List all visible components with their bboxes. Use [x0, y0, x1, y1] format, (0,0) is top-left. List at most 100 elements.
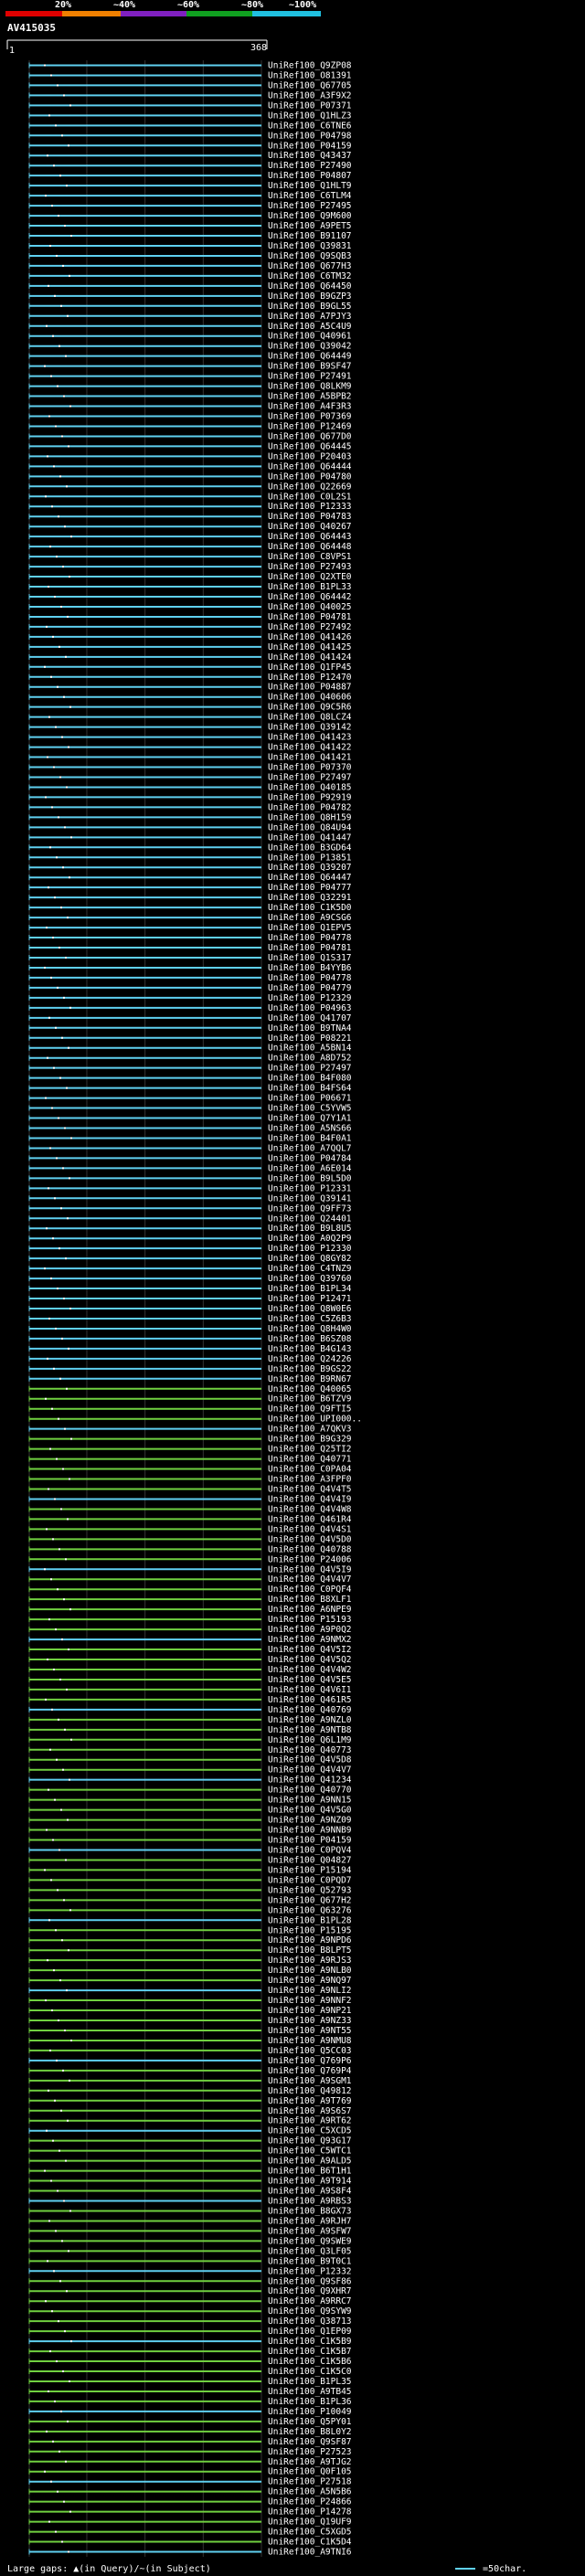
hit-label[interactable]: UniRef100_Q9SWE9: [268, 2236, 352, 2246]
hit-label[interactable]: UniRef100_Q9SQB3: [268, 251, 352, 261]
hit-label[interactable]: UniRef100_Q40771: [268, 1455, 352, 1465]
hit-label[interactable]: UniRef100_Q93G17: [268, 2136, 352, 2147]
hit-label[interactable]: UniRef100_Q9SYW9: [268, 2306, 352, 2316]
hit-label[interactable]: UniRef100_Q4V5I9: [268, 1564, 352, 1574]
hit-label[interactable]: UniRef100_Q41426: [268, 632, 352, 642]
hit-label[interactable]: UniRef100_Q4V4S1: [268, 1524, 352, 1534]
hit-label[interactable]: UniRef100_Q49812: [268, 2086, 352, 2096]
hit-label[interactable]: UniRef100_P12329: [268, 993, 352, 1003]
hit-label[interactable]: UniRef100_Q4V4I9: [268, 1494, 352, 1504]
hit-label[interactable]: UniRef100_P24866: [268, 2497, 352, 2507]
hit-label[interactable]: UniRef100_Q64448: [268, 542, 352, 552]
hit-label[interactable]: UniRef100_B8LPT5: [268, 1945, 352, 1956]
hit-label[interactable]: UniRef100_P92919: [268, 792, 352, 802]
hit-label[interactable]: UniRef100_Q3LF05: [268, 2246, 352, 2256]
hit-label[interactable]: UniRef100_Q9SF86: [268, 2276, 352, 2286]
hit-label[interactable]: UniRef100_B9L5D0: [268, 1173, 352, 1183]
hit-label[interactable]: UniRef100_Q1S317: [268, 953, 352, 963]
hit-label[interactable]: UniRef100_P15194: [268, 1865, 352, 1875]
hit-label[interactable]: UniRef100_Q4V4V7: [268, 1765, 352, 1776]
hit-label[interactable]: UniRef100_P04780: [268, 472, 352, 482]
hit-label[interactable]: UniRef100_Q25TI2: [268, 1445, 352, 1455]
hit-label[interactable]: UniRef100_P12470: [268, 673, 352, 683]
hit-label[interactable]: UniRef100_Q64442: [268, 592, 352, 602]
hit-label[interactable]: UniRef100_Q40770: [268, 1786, 352, 1796]
hit-label[interactable]: UniRef100_A9NZ09: [268, 1816, 352, 1826]
hit-label[interactable]: UniRef100_A9T914: [268, 2177, 352, 2187]
hit-label[interactable]: UniRef100_B6SZ08: [268, 1334, 352, 1344]
hit-label[interactable]: UniRef100_A9NZL0: [268, 1715, 352, 1725]
hit-label[interactable]: UniRef100_Q24226: [268, 1354, 352, 1364]
hit-label[interactable]: UniRef100_A9S8F4: [268, 2187, 352, 2197]
hit-label[interactable]: UniRef100_A9NT55: [268, 2026, 352, 2036]
hit-label[interactable]: UniRef100_P04783: [268, 512, 352, 522]
hit-label[interactable]: UniRef100_P12332: [268, 2266, 352, 2276]
hit-label[interactable]: UniRef100_P04798: [268, 131, 352, 141]
hit-label[interactable]: UniRef100_Q677D0: [268, 431, 352, 441]
hit-label[interactable]: UniRef100_Q43437: [268, 151, 352, 161]
hit-label[interactable]: UniRef100_Q769P6: [268, 2056, 352, 2066]
hit-label[interactable]: UniRef100_Q40185: [268, 782, 352, 792]
hit-label[interactable]: UniRef100_A9NLI2: [268, 1986, 352, 1996]
hit-label[interactable]: UniRef100_A9NNB9: [268, 1826, 352, 1836]
hit-label[interactable]: UniRef100_A9RT62: [268, 2116, 352, 2126]
hit-label[interactable]: UniRef100_O81391: [268, 70, 352, 80]
hit-label[interactable]: UniRef100_Q4V5D0: [268, 1534, 352, 1544]
hit-label[interactable]: UniRef100_B1PL35: [268, 2377, 352, 2387]
hit-label[interactable]: UniRef100_B4F0A1: [268, 1133, 352, 1143]
hit-label[interactable]: UniRef100_A9NLB0: [268, 1966, 352, 1976]
hit-label[interactable]: UniRef100_Q769P4: [268, 2066, 352, 2076]
hit-label[interactable]: UniRef100_C5YVW5: [268, 1104, 352, 1114]
hit-label[interactable]: UniRef100_P04782: [268, 802, 352, 812]
hit-label[interactable]: UniRef100_B1PL34: [268, 1284, 352, 1294]
hit-label[interactable]: UniRef100_Q19UF9: [268, 2518, 352, 2528]
hit-label[interactable]: UniRef100_P04784: [268, 1153, 352, 1163]
hit-label[interactable]: UniRef100_B9GZP3: [268, 292, 352, 302]
hit-label[interactable]: UniRef100_Q40267: [268, 522, 352, 532]
hit-label[interactable]: UniRef100_Q52793: [268, 1885, 352, 1895]
hit-label[interactable]: UniRef100_P15195: [268, 1925, 352, 1935]
hit-label[interactable]: UniRef100_Q40788: [268, 1544, 352, 1554]
hit-label[interactable]: UniRef100_P06671: [268, 1094, 352, 1104]
hit-label[interactable]: UniRef100_A9TNI6: [268, 2548, 352, 2558]
hit-label[interactable]: UniRef100_Q24401: [268, 1214, 352, 1224]
hit-label[interactable]: UniRef100_Q4V5Q2: [268, 1655, 352, 1665]
hit-label[interactable]: UniRef100_B4F080: [268, 1074, 352, 1084]
hit-label[interactable]: UniRef100_P27493: [268, 562, 352, 572]
hit-label[interactable]: UniRef100_A9S6S7: [268, 2106, 352, 2116]
hit-label[interactable]: UniRef100_Q39141: [268, 1193, 352, 1203]
hit-label[interactable]: UniRef100_A9NNF2: [268, 1996, 352, 2006]
hit-label[interactable]: UniRef100_Q461R4: [268, 1514, 352, 1524]
hit-label[interactable]: UniRef100_A5C4U9: [268, 322, 352, 332]
hit-label[interactable]: UniRef100_Q41421: [268, 753, 352, 763]
hit-label[interactable]: UniRef100_B9L8U5: [268, 1224, 352, 1234]
hit-label[interactable]: UniRef100_Q4V5E5: [268, 1675, 352, 1685]
hit-label[interactable]: UniRef100_A4F3R3: [268, 402, 352, 412]
hit-label[interactable]: UniRef100_C1K5D0: [268, 903, 352, 913]
hit-label[interactable]: UniRef100_A9NMX2: [268, 1635, 352, 1645]
hit-label[interactable]: UniRef100_C0L2S1: [268, 492, 352, 502]
hit-label[interactable]: UniRef100_C1K5B7: [268, 2347, 352, 2357]
hit-label[interactable]: UniRef100_P27490: [268, 161, 352, 171]
hit-label[interactable]: UniRef100_B8L0Y2: [268, 2427, 352, 2437]
hit-label[interactable]: UniRef100_UPI000..: [268, 1415, 362, 1425]
hit-label[interactable]: UniRef100_P04963: [268, 1003, 352, 1013]
hit-label[interactable]: UniRef100_P04887: [268, 683, 352, 693]
hit-label[interactable]: UniRef100_A9ALD5: [268, 2157, 352, 2167]
hit-label[interactable]: UniRef100_Q8LCZ4: [268, 713, 352, 723]
hit-label[interactable]: UniRef100_Q40961: [268, 332, 352, 342]
hit-label[interactable]: UniRef100_Q677H3: [268, 261, 352, 271]
hit-label[interactable]: UniRef100_P10049: [268, 2407, 352, 2417]
hit-label[interactable]: UniRef100_C1K5B6: [268, 2357, 352, 2367]
hit-label[interactable]: UniRef100_P08221: [268, 1034, 352, 1044]
hit-label[interactable]: UniRef100_B4FS64: [268, 1084, 352, 1094]
hit-label[interactable]: UniRef100_B1PL28: [268, 1915, 352, 1925]
hit-label[interactable]: UniRef100_P04778: [268, 973, 352, 983]
hit-label[interactable]: UniRef100_A9NPD6: [268, 1935, 352, 1945]
hit-label[interactable]: UniRef100_C5XGD5: [268, 2528, 352, 2538]
hit-label[interactable]: UniRef100_A0Q2P9: [268, 1234, 352, 1244]
hit-label[interactable]: UniRef100_P04807: [268, 171, 352, 181]
hit-label[interactable]: UniRef100_Q64450: [268, 281, 352, 292]
hit-label[interactable]: UniRef100_P20403: [268, 451, 352, 461]
hit-label[interactable]: UniRef100_B8GX73: [268, 2206, 352, 2216]
